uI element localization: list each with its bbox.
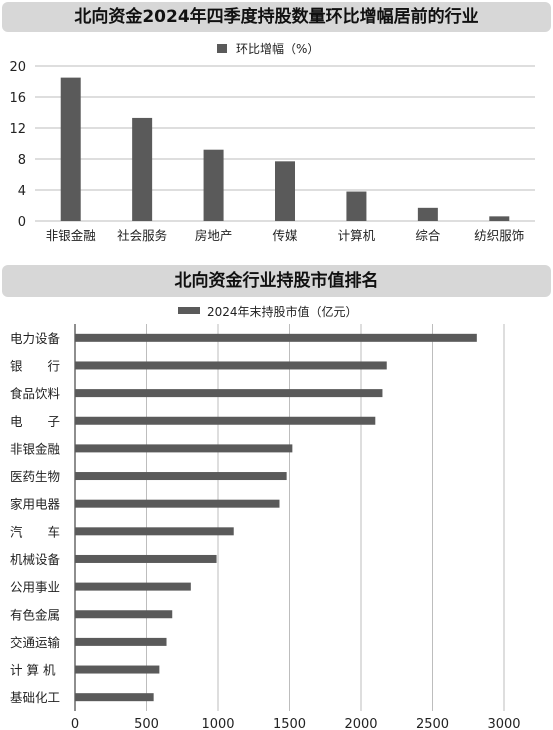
x-tick-label: 综合	[415, 228, 441, 243]
y-tick-label: 汽 车	[10, 524, 60, 539]
bar	[75, 637, 167, 646]
bar	[60, 77, 81, 221]
bar	[489, 216, 510, 221]
y-tick-label: 计 算 机	[10, 663, 56, 678]
x-tick-label: 3000	[487, 717, 520, 730]
x-tick-label: 房地产	[195, 228, 233, 243]
y-tick-label: 公用事业	[10, 580, 60, 595]
bar	[75, 499, 280, 508]
bar	[75, 527, 234, 536]
y-tick-label: 电力设备	[10, 331, 61, 346]
y-tick-label: 银 行	[10, 358, 60, 373]
bar	[75, 472, 287, 481]
y-tick-label: 食品饮料	[10, 386, 61, 401]
legend-swatch	[217, 44, 227, 53]
bar	[75, 444, 293, 453]
x-tick-label: 计算机	[338, 228, 376, 243]
y-tick-label: 20	[9, 60, 26, 75]
y-tick-label: 非银金融	[10, 441, 61, 456]
x-tick-label: 传媒	[272, 228, 298, 243]
y-tick-label: 电 子	[10, 414, 60, 429]
bar	[75, 389, 383, 398]
y-tick-label: 4	[18, 184, 26, 199]
bar	[75, 610, 173, 619]
x-tick-label: 1000	[201, 717, 234, 730]
industry-growth-chart: 环比增幅（%） 0 4 8 12 16 20 非银金融 社会服务 房地产 传媒 计算机 综合 纺织服饰	[9, 41, 535, 243]
bar	[75, 693, 154, 702]
x-tick-label: 纺织服饰	[474, 228, 524, 243]
bar	[75, 554, 217, 563]
bar	[346, 191, 367, 221]
chart1-title: 北向资金2024年四季度持股数量环比增幅居前的行业	[2, 2, 551, 32]
bar	[203, 149, 224, 221]
y-tick-label: 基础化工	[10, 690, 60, 705]
x-tick-label: 社会服务	[117, 228, 167, 243]
bar	[75, 416, 376, 425]
x-tick-label: 500	[134, 717, 159, 730]
bar	[275, 161, 295, 221]
y-tick-label: 0	[18, 215, 26, 230]
y-tick-label: 12	[9, 122, 26, 137]
bar	[132, 117, 153, 221]
y-tick-label: 机械设备	[10, 552, 61, 567]
y-tick-label: 16	[9, 91, 26, 106]
x-tick-label: 非银金融	[46, 228, 97, 243]
y-tick-label: 家用电器	[10, 497, 61, 512]
bar	[75, 361, 387, 370]
bar	[75, 333, 477, 342]
bar	[417, 207, 438, 221]
x-tick-label: 0	[71, 717, 79, 730]
legend-swatch	[178, 307, 200, 314]
bar	[75, 665, 160, 674]
x-tick-label: 2500	[416, 717, 449, 730]
legend-label: 环比增幅（%）	[236, 41, 319, 56]
y-tick-label: 交通运输	[10, 635, 61, 650]
holding-value-chart: 2024年末持股市值（亿元） 0 500 1000 1500 2000 2500 3000 电力…	[10, 304, 521, 730]
legend-label: 2024年末持股市值（亿元）	[207, 304, 358, 319]
y-tick-label: 8	[18, 153, 26, 168]
y-tick-label: 医药生物	[10, 469, 60, 484]
chart2-title: 北向资金行业持股市值排名	[2, 265, 551, 297]
bar	[75, 582, 191, 591]
x-tick-label: 1500	[273, 717, 306, 730]
y-tick-label: 有色金属	[10, 607, 60, 622]
x-tick-label: 2000	[344, 717, 377, 730]
